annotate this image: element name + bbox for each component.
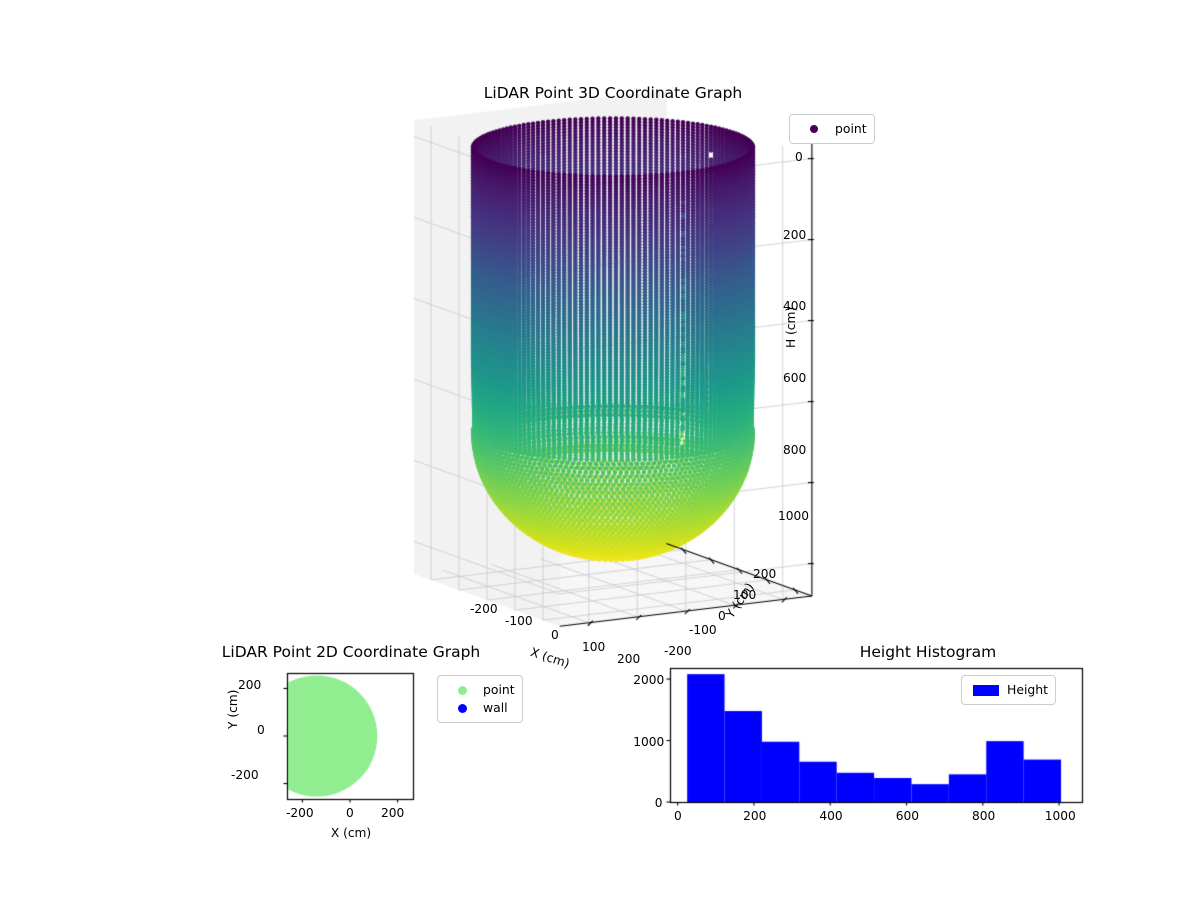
title-2d-plot: LiDAR Point 2D Coordinate Graph xyxy=(222,645,480,661)
title-3d-plot: LiDAR Point 3D Coordinate Graph xyxy=(484,86,742,102)
legend-item-wall: wall xyxy=(445,699,515,717)
legend-histogram[interactable]: Height xyxy=(961,675,1056,705)
tick-z-800: 800 xyxy=(783,443,806,457)
legend-3d-plot[interactable]: point xyxy=(789,114,875,144)
legend-item-height: Height xyxy=(969,681,1048,699)
bar-patch-icon xyxy=(969,685,1003,696)
tick-2d-x-neg200: -200 xyxy=(286,806,314,820)
legend-2d-plot[interactable]: point wall xyxy=(437,675,523,723)
tick-y-200: 200 xyxy=(753,567,776,581)
tick-hist-x-200: 200 xyxy=(743,809,766,823)
axis-label-y-2d: Y (cm) xyxy=(226,690,240,729)
tick-z-200: 200 xyxy=(783,228,806,242)
tick-hist-x-0: 0 xyxy=(674,809,682,823)
matplotlib-figure: LiDAR Point 3D Coordinate Graph point 0 … xyxy=(0,0,1200,900)
tick-x-200: 200 xyxy=(617,652,640,666)
tick-z-1000: 1000 xyxy=(778,509,809,523)
legend-label: point xyxy=(479,684,515,696)
tick-hist-y-0: 0 xyxy=(655,796,663,810)
legend-label: wall xyxy=(479,702,508,714)
legend-label: point xyxy=(831,123,867,135)
tick-z-0: 0 xyxy=(795,150,803,164)
title-histogram: Height Histogram xyxy=(860,645,997,661)
tick-hist-y-2000: 2000 xyxy=(633,673,664,687)
tick-y-neg200: -200 xyxy=(664,644,692,658)
axis-label-x-2d: X (cm) xyxy=(331,826,371,840)
tick-2d-x-200: 200 xyxy=(381,806,404,820)
legend-item-point: point xyxy=(445,681,515,699)
tick-hist-x-1000: 1000 xyxy=(1045,809,1076,823)
tick-2d-y-neg200: -200 xyxy=(231,768,259,782)
tick-2d-y-200: 200 xyxy=(238,678,261,692)
legend-item-point: point xyxy=(797,120,867,138)
tick-hist-x-400: 400 xyxy=(819,809,842,823)
tick-2d-y-0: 0 xyxy=(257,723,265,737)
tick-hist-y-1000: 1000 xyxy=(633,735,664,749)
tick-y-neg100: -100 xyxy=(689,623,717,637)
axis-label-h: H (cm) xyxy=(784,307,798,348)
tick-x-0: 0 xyxy=(551,628,559,642)
tick-x-neg100: -100 xyxy=(505,614,533,628)
tick-hist-x-800: 800 xyxy=(972,809,995,823)
circle-marker-icon xyxy=(445,686,479,695)
tick-hist-x-600: 600 xyxy=(896,809,919,823)
tick-2d-x-0: 0 xyxy=(346,806,354,820)
circle-marker-icon xyxy=(445,704,479,713)
circle-marker-icon xyxy=(797,125,831,133)
legend-label: Height xyxy=(1003,684,1048,696)
tick-z-600: 600 xyxy=(783,371,806,385)
plot-canvas xyxy=(0,0,1200,900)
tick-x-100: 100 xyxy=(582,640,605,654)
tick-x-neg200: -200 xyxy=(470,602,498,616)
